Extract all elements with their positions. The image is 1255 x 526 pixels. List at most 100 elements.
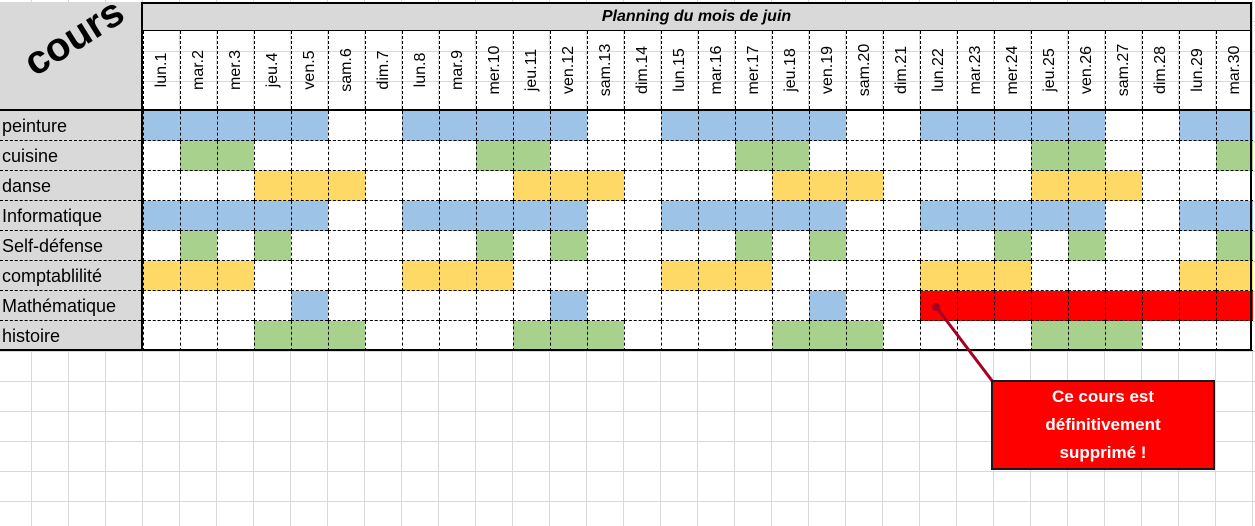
schedule-cell[interactable] [365,141,402,171]
schedule-cell[interactable] [809,141,846,171]
schedule-cell[interactable] [1216,141,1253,171]
schedule-cell[interactable] [883,261,920,291]
schedule-cell[interactable] [1031,111,1068,141]
schedule-cell[interactable] [920,321,957,351]
schedule-cell[interactable] [1216,321,1253,351]
schedule-cell[interactable] [328,231,365,261]
schedule-cell[interactable] [254,201,291,231]
schedule-cell[interactable] [624,321,661,351]
schedule-cell[interactable] [550,291,587,321]
schedule-cell[interactable] [661,111,698,141]
schedule-cell[interactable] [957,111,994,141]
schedule-cell[interactable] [180,111,217,141]
schedule-cell[interactable] [920,291,957,321]
schedule-cell[interactable] [550,141,587,171]
schedule-cell[interactable] [624,261,661,291]
schedule-cell[interactable] [143,171,180,201]
schedule-cell[interactable] [1068,171,1105,201]
schedule-cell[interactable] [217,231,254,261]
schedule-cell[interactable] [402,111,439,141]
schedule-cell[interactable] [513,231,550,261]
schedule-cell[interactable] [957,261,994,291]
schedule-cell[interactable] [1179,261,1216,291]
schedule-cell[interactable] [883,141,920,171]
schedule-cell[interactable] [550,321,587,351]
schedule-cell[interactable] [735,201,772,231]
schedule-cell[interactable] [439,231,476,261]
schedule-cell[interactable] [402,231,439,261]
schedule-cell[interactable] [1031,201,1068,231]
schedule-cell[interactable] [661,141,698,171]
schedule-cell[interactable] [1216,261,1253,291]
schedule-cell[interactable] [1068,291,1105,321]
schedule-cell[interactable] [513,201,550,231]
schedule-cell[interactable] [587,111,624,141]
schedule-cell[interactable] [661,231,698,261]
schedule-cell[interactable] [624,231,661,261]
schedule-cell[interactable] [1142,201,1179,231]
schedule-cell[interactable] [587,291,624,321]
schedule-cell[interactable] [587,261,624,291]
schedule-cell[interactable] [328,291,365,321]
schedule-cell[interactable] [365,231,402,261]
schedule-cell[interactable] [1031,171,1068,201]
schedule-cell[interactable] [1068,261,1105,291]
schedule-cell[interactable] [1142,171,1179,201]
schedule-cell[interactable] [1179,291,1216,321]
schedule-cell[interactable] [217,111,254,141]
schedule-cell[interactable] [476,111,513,141]
schedule-cell[interactable] [661,261,698,291]
schedule-cell[interactable] [1142,231,1179,261]
schedule-cell[interactable] [846,201,883,231]
schedule-cell[interactable] [772,261,809,291]
schedule-cell[interactable] [328,321,365,351]
schedule-cell[interactable] [698,291,735,321]
schedule-cell[interactable] [587,141,624,171]
schedule-cell[interactable] [698,231,735,261]
schedule-cell[interactable] [476,171,513,201]
schedule-cell[interactable] [180,291,217,321]
schedule-cell[interactable] [180,261,217,291]
schedule-cell[interactable] [994,141,1031,171]
schedule-cell[interactable] [291,321,328,351]
schedule-cell[interactable] [587,321,624,351]
schedule-cell[interactable] [957,201,994,231]
schedule-cell[interactable] [1105,141,1142,171]
schedule-cell[interactable] [624,171,661,201]
schedule-cell[interactable] [1216,231,1253,261]
schedule-cell[interactable] [1068,321,1105,351]
schedule-cell[interactable] [254,141,291,171]
schedule-cell[interactable] [513,261,550,291]
schedule-cell[interactable] [476,261,513,291]
schedule-cell[interactable] [402,321,439,351]
schedule-cell[interactable] [439,201,476,231]
schedule-cell[interactable] [846,171,883,201]
schedule-cell[interactable] [365,321,402,351]
schedule-cell[interactable] [180,171,217,201]
schedule-cell[interactable] [1216,111,1253,141]
schedule-cell[interactable] [994,291,1031,321]
schedule-cell[interactable] [772,321,809,351]
schedule-cell[interactable] [883,201,920,231]
schedule-cell[interactable] [476,321,513,351]
schedule-cell[interactable] [365,201,402,231]
schedule-cell[interactable] [661,171,698,201]
schedule-cell[interactable] [994,201,1031,231]
schedule-cell[interactable] [661,201,698,231]
schedule-cell[interactable] [291,291,328,321]
schedule-cell[interactable] [291,231,328,261]
schedule-cell[interactable] [957,171,994,201]
schedule-cell[interactable] [1142,321,1179,351]
schedule-cell[interactable] [957,141,994,171]
schedule-cell[interactable] [1179,141,1216,171]
schedule-cell[interactable] [550,231,587,261]
schedule-cell[interactable] [920,171,957,201]
schedule-cell[interactable] [920,141,957,171]
schedule-cell[interactable] [180,201,217,231]
schedule-cell[interactable] [1216,171,1253,201]
schedule-cell[interactable] [217,201,254,231]
schedule-cell[interactable] [809,231,846,261]
schedule-cell[interactable] [402,291,439,321]
schedule-cell[interactable] [550,171,587,201]
schedule-cell[interactable] [402,201,439,231]
